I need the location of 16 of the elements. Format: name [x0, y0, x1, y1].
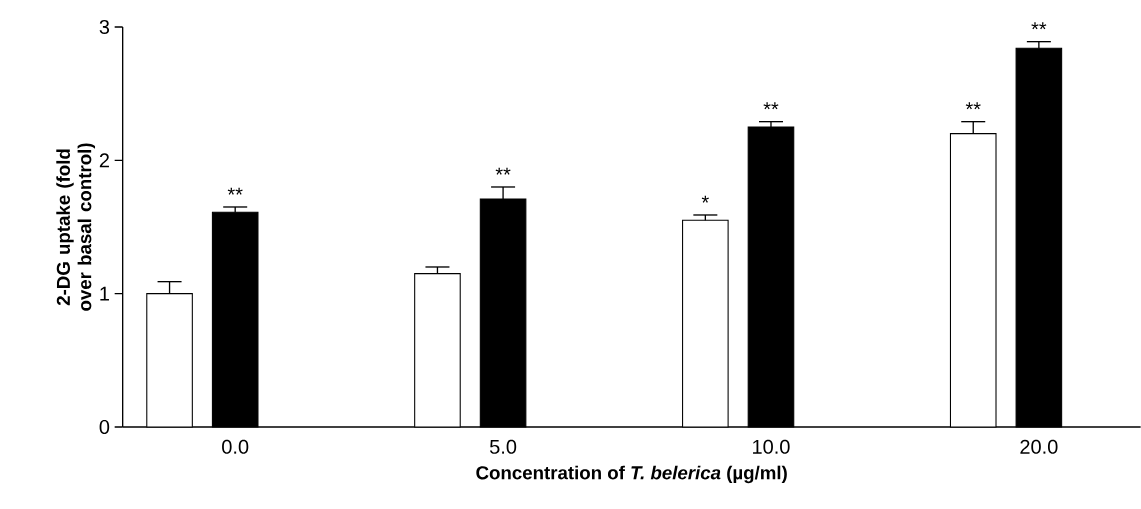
x-axis-title: Concentration of T. belerica (µg/ml): [476, 465, 787, 484]
annotation: **: [227, 187, 243, 195]
x-tick-label: 20.0: [1020, 439, 1058, 454]
annotation: **: [1031, 22, 1047, 30]
x-tick-label: 5.0: [489, 439, 517, 454]
y-axis-title: 2-DG uptake (fold over basal control): [56, 143, 96, 311]
annotation: **: [763, 102, 779, 110]
y-tick-label: 3: [99, 19, 110, 35]
x-tick-label: 0.0: [222, 439, 249, 454]
x-tick-label: 10.0: [753, 439, 790, 454]
annotation: **: [965, 102, 981, 110]
y-tick-label: 2: [99, 153, 109, 168]
annotation: *: [701, 195, 709, 203]
y-tick-label: 0: [99, 419, 110, 435]
y-tick-label: 1: [100, 286, 109, 301]
annotation: **: [495, 167, 511, 175]
